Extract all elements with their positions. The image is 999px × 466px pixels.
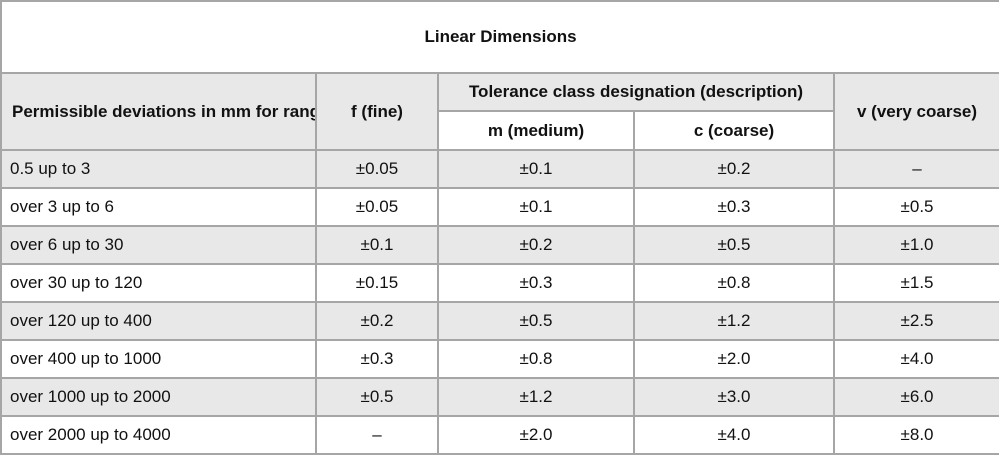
range-cell: over 1000 up to 2000 <box>0 377 317 417</box>
c-value-cell: ±0.3 <box>633 187 835 227</box>
f-value-cell: ±0.2 <box>315 301 439 341</box>
header-tolerance-group: Tolerance class designation (description… <box>437 72 835 112</box>
m-value-cell: ±0.2 <box>437 225 635 265</box>
m-value-cell: ±1.2 <box>437 377 635 417</box>
v-value-cell: ±1.0 <box>832 225 999 265</box>
range-cell: over 3 up to 6 <box>0 187 317 227</box>
f-value-cell: ±0.1 <box>315 225 439 265</box>
f-value-cell: ±0.15 <box>315 263 439 303</box>
header-very-coarse: v (very coarse) <box>832 72 999 151</box>
m-value-cell: ±0.1 <box>437 149 635 189</box>
f-value-cell: ±0.3 <box>315 339 439 379</box>
v-value-cell: ±1.5 <box>832 263 999 303</box>
table-row: over 3 up to 6 ±0.05 ±0.1 ±0.3 ±0.5 <box>0 187 999 227</box>
c-value-cell: ±0.5 <box>633 225 835 265</box>
table-row: over 30 up to 120 ±0.15 ±0.3 ±0.8 ±1.5 <box>0 263 999 303</box>
v-value-cell: ±0.5 <box>832 187 999 227</box>
v-value-cell: ±8.0 <box>832 415 999 455</box>
c-value-cell: ±3.0 <box>633 377 835 417</box>
range-cell: over 30 up to 120 <box>0 263 317 303</box>
c-value-cell: ±1.2 <box>633 301 835 341</box>
c-value-cell: ±0.8 <box>633 263 835 303</box>
m-value-cell: ±0.3 <box>437 263 635 303</box>
range-cell: over 2000 up to 4000 <box>0 415 317 455</box>
m-value-cell: ±0.5 <box>437 301 635 341</box>
m-value-cell: ±0.1 <box>437 187 635 227</box>
table-row: over 2000 up to 4000 – ±2.0 ±4.0 ±8.0 <box>0 415 999 455</box>
v-value-cell: ±2.5 <box>832 301 999 341</box>
header-coarse: c (coarse) <box>633 110 835 151</box>
f-value-cell: – <box>315 415 439 455</box>
range-cell: over 120 up to 400 <box>0 301 317 341</box>
v-value-cell: ±4.0 <box>832 339 999 379</box>
range-cell: 0.5 up to 3 <box>0 149 317 189</box>
title-row: Linear Dimensions <box>0 0 999 74</box>
table-row: over 400 up to 1000 ±0.3 ±0.8 ±2.0 ±4.0 <box>0 339 999 379</box>
header-medium: m (medium) <box>437 110 635 151</box>
table-row: over 1000 up to 2000 ±0.5 ±1.2 ±3.0 ±6.0 <box>0 377 999 417</box>
v-value-cell: – <box>832 149 999 189</box>
page-title: Linear Dimensions <box>0 0 999 74</box>
range-cell: over 400 up to 1000 <box>0 339 317 379</box>
tolerance-table: Linear Dimensions Permissible deviations… <box>0 0 999 455</box>
table-row: over 6 up to 30 ±0.1 ±0.2 ±0.5 ±1.0 <box>0 225 999 265</box>
c-value-cell: ±0.2 <box>633 149 835 189</box>
table-row: 0.5 up to 3 ±0.05 ±0.1 ±0.2 – <box>0 149 999 189</box>
range-cell: over 6 up to 30 <box>0 225 317 265</box>
m-value-cell: ±2.0 <box>437 415 635 455</box>
f-value-cell: ±0.05 <box>315 149 439 189</box>
f-value-cell: ±0.05 <box>315 187 439 227</box>
f-value-cell: ±0.5 <box>315 377 439 417</box>
header-row-sub: m (medium) c (coarse) <box>1 110 999 151</box>
c-value-cell: ±4.0 <box>633 415 835 455</box>
table-row: over 120 up to 400 ±0.2 ±0.5 ±1.2 ±2.5 <box>0 301 999 341</box>
header-row-top: Permissible deviations in mm for ranges … <box>0 72 999 151</box>
v-value-cell: ±6.0 <box>832 377 999 417</box>
m-value-cell: ±0.8 <box>437 339 635 379</box>
header-range-label: Permissible deviations in mm for ranges … <box>0 72 317 151</box>
header-fine: f (fine) <box>315 72 439 151</box>
c-value-cell: ±2.0 <box>633 339 835 379</box>
